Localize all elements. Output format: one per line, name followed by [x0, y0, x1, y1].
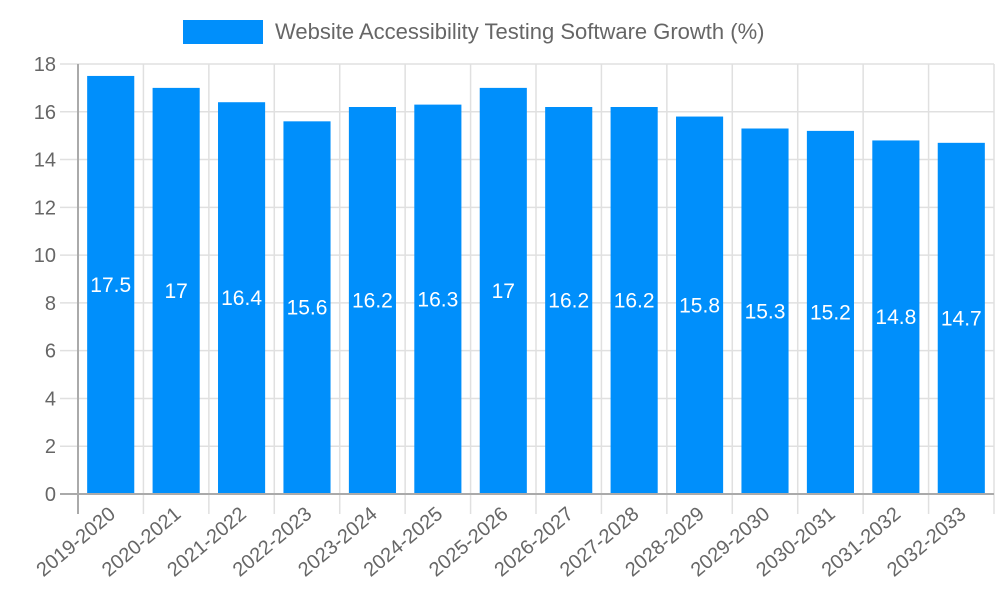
bar-value-label: 16.4	[221, 287, 262, 310]
y-tick-label: 6	[45, 341, 56, 363]
bar-value-label: 17	[492, 280, 515, 303]
y-tick-label: 10	[34, 245, 56, 267]
bar[interactable]	[937, 142, 985, 495]
y-tick-label: 8	[45, 293, 56, 315]
bar-value-label: 14.7	[941, 307, 982, 330]
bar-value-label: 15.8	[679, 294, 720, 317]
y-tick-label: 4	[45, 388, 56, 410]
bar-value-label: 16.2	[352, 290, 393, 313]
bar-value-label: 15.2	[810, 301, 851, 324]
bar[interactable]	[152, 87, 200, 494]
bar-value-label: 15.6	[287, 297, 328, 320]
axes	[60, 64, 994, 514]
chart-legend: Website Accessibility Testing Software G…	[183, 18, 764, 46]
bar-value-label: 16.3	[417, 288, 458, 311]
legend-label[interactable]: Website Accessibility Testing Software G…	[275, 19, 765, 44]
bar-value-label: 15.3	[745, 300, 786, 323]
data-labels: 17.5 17 16.4 15.6 16.2 16.3 17 16.2 16.2 15.8 15.3…	[90, 274, 981, 330]
x-axis-ticks: 2019-20202020-20212021-20222022-20232023…	[33, 503, 971, 581]
bar[interactable]	[741, 128, 789, 495]
bar[interactable]	[676, 116, 724, 495]
y-tick-label: 12	[34, 197, 56, 219]
bar[interactable]	[283, 121, 331, 494]
y-tick-label: 2	[45, 436, 56, 458]
y-tick-label: 16	[34, 102, 56, 124]
bar[interactable]	[414, 104, 462, 494]
bar-value-label: 16.2	[548, 290, 589, 313]
bar[interactable]	[806, 130, 854, 494]
legend-swatch[interactable]	[183, 20, 263, 44]
bar[interactable]	[348, 107, 396, 494]
bar[interactable]	[218, 102, 266, 494]
y-tick-label: 0	[45, 484, 56, 506]
bar-value-label: 14.8	[875, 306, 916, 329]
y-tick-label: 18	[34, 54, 56, 76]
y-tick-label: 14	[34, 150, 56, 172]
bar[interactable]	[610, 107, 658, 494]
bar[interactable]	[545, 107, 593, 494]
y-axis-ticks: 0 2 4 6 8 10 12 14 16 18	[34, 54, 56, 506]
bar[interactable]	[87, 75, 135, 494]
bar-value-label: 17	[164, 280, 187, 303]
bar-value-label: 17.5	[90, 274, 131, 297]
bar[interactable]	[872, 140, 920, 494]
bar-series	[87, 75, 985, 495]
bar[interactable]	[479, 87, 527, 494]
bar-value-label: 16.2	[614, 290, 655, 313]
